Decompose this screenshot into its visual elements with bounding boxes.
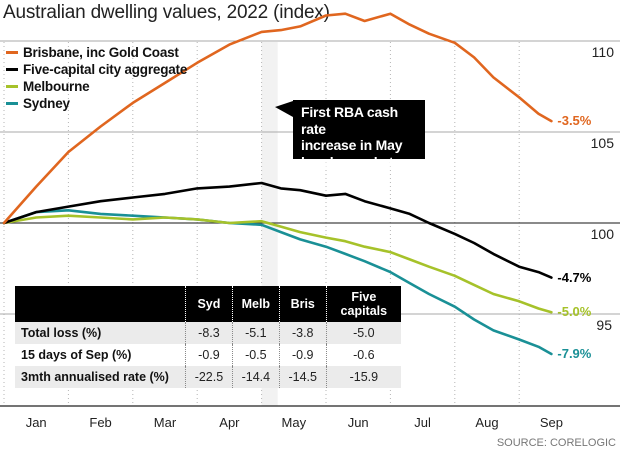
header-label: Bris	[290, 297, 315, 311]
cell-melb: -0.5	[231, 344, 280, 366]
header-label: Melb	[241, 297, 271, 311]
cell-syd: -22.5	[185, 366, 233, 388]
cell-five-capitals: -15.9	[325, 366, 401, 388]
table-row: Total loss (%) -8.3 -5.1 -3.8 -5.0	[15, 322, 401, 344]
row-label: 15 days of Sep (%)	[21, 348, 132, 362]
legend-label-sydney: Sydney	[23, 96, 70, 111]
table-row: 3mth annualised rate (%) -22.5 -14.4 -14…	[15, 366, 401, 388]
series-line-five_capitals	[2, 181, 553, 279]
legend: Brisbane, inc Gold Coast Five-capital ci…	[6, 44, 187, 112]
legend-swatch-five-capitals	[6, 68, 18, 71]
legend-item-brisbane: Brisbane, inc Gold Coast	[6, 44, 187, 61]
annotation-line-1: First RBA cash rate	[301, 104, 399, 137]
end-label-sydney: -7.9%	[557, 346, 592, 362]
y-tick-label: 100	[590, 226, 614, 242]
legend-swatch-melbourne	[6, 85, 18, 88]
x-tick-label: May	[281, 415, 307, 430]
legend-item-five-capitals: Five-capital city aggregate	[6, 61, 187, 78]
cell-syd: -0.9	[185, 344, 233, 366]
y-tick-label: 110	[591, 44, 614, 60]
annotation-line-3: breaks market	[301, 153, 394, 170]
header-label-line-1: Five	[351, 290, 377, 304]
annotation-box: First RBA cash rate increase in May brea…	[293, 100, 425, 170]
row-label: 3mth annualised rate (%)	[15, 366, 186, 388]
x-tick-label: Jan	[25, 415, 47, 430]
series-line-sydney	[2, 209, 553, 356]
end-label-five_capitals: -4.7%	[557, 269, 592, 285]
table-header-melb: Melb	[231, 286, 280, 322]
x-tick-label: Jun	[347, 415, 369, 430]
cell-five-capitals: -5.0	[325, 322, 401, 344]
cell-syd: -8.3	[185, 322, 233, 344]
header-label: Syd	[197, 297, 221, 311]
header-label-line-2: capitals	[340, 304, 388, 318]
legend-label-brisbane: Brisbane, inc Gold Coast	[23, 45, 179, 60]
stats-table: Syd Melb Bris Five capitals Total loss (…	[15, 286, 401, 388]
y-tick-label: 95	[596, 317, 612, 333]
legend-item-melbourne: Melbourne	[6, 78, 187, 95]
table-header-five-capitals: Five capitals	[325, 286, 401, 322]
legend-item-sydney: Sydney	[6, 95, 187, 112]
table-header-blank	[15, 286, 186, 322]
end-label-melbourne: -5.0%	[557, 304, 592, 320]
series-line-melbourne	[2, 214, 553, 314]
legend-label-melbourne: Melbourne	[23, 79, 90, 94]
cell-five-capitals: -0.6	[325, 344, 401, 366]
annotation-pointer	[275, 101, 293, 117]
cell-bris: -14.5	[278, 366, 327, 388]
cell-melb: -14.4	[231, 366, 280, 388]
legend-swatch-brisbane	[6, 51, 18, 54]
table-header-syd: Syd	[185, 286, 233, 322]
legend-swatch-sydney	[6, 102, 18, 105]
x-tick-label: Apr	[219, 415, 240, 430]
x-tick-label: Feb	[89, 415, 112, 430]
cell-melb: -5.1	[231, 322, 280, 344]
cell-bris: -0.9	[278, 344, 327, 366]
series-line-brisbane	[2, 12, 553, 225]
cell-bris: -3.8	[278, 322, 327, 344]
annotation-line-2: increase in May	[301, 137, 403, 153]
x-tick-label: Sep	[539, 415, 563, 430]
y-tick-label: 105	[590, 135, 614, 151]
table-header-bris: Bris	[278, 286, 327, 322]
source-note: SOURCE: CORELOGIC	[496, 437, 616, 449]
x-tick-label: Aug	[475, 415, 499, 430]
row-label: Total loss (%)	[15, 322, 186, 344]
chart-title: Australian dwelling values, 2022 (index)	[3, 2, 330, 23]
x-tick-label: Mar	[153, 415, 177, 430]
legend-label-five-capitals: Five-capital city aggregate	[23, 62, 188, 77]
end-label-brisbane: -3.5%	[557, 113, 592, 129]
x-tick-label: Jul	[414, 415, 431, 430]
table-row: 15 days of Sep (%) -0.9 -0.5 -0.9 -0.6	[15, 344, 401, 366]
table-header-row: Syd Melb Bris Five capitals	[15, 286, 401, 322]
